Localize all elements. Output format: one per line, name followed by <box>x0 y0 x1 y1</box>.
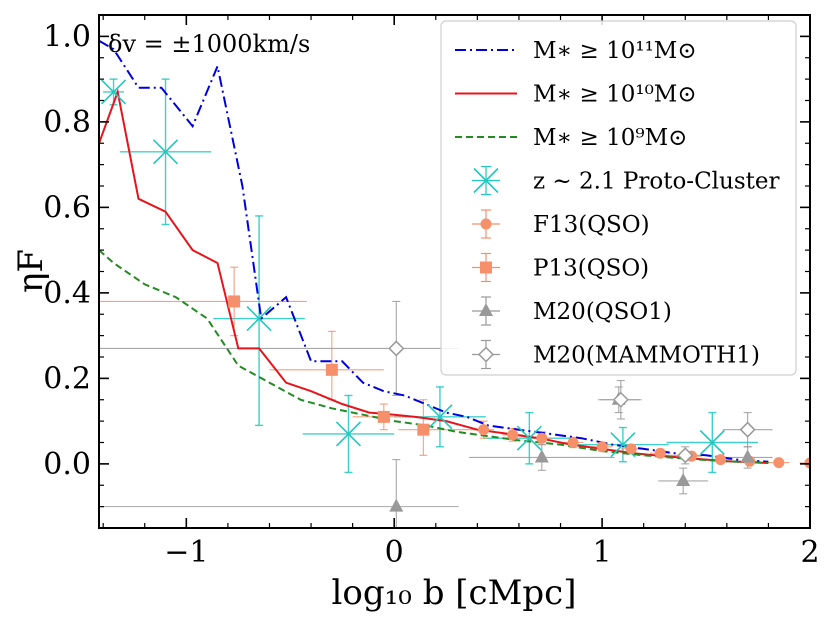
data-point <box>612 391 629 408</box>
data-point <box>739 421 756 438</box>
x-tick-label: 0 <box>385 535 404 570</box>
data-point <box>152 139 179 165</box>
velocity-annotation: δv = ±1000km/s <box>108 30 310 58</box>
data-point <box>516 425 542 451</box>
data-point <box>325 363 338 376</box>
legend-marker <box>480 218 492 230</box>
series-line <box>99 249 769 464</box>
plot-area <box>99 39 810 528</box>
legend-label: P13(QSO) <box>533 256 649 282</box>
data-point <box>654 447 666 459</box>
y-tick-label: 0.6 <box>43 190 91 225</box>
data-point <box>625 443 637 455</box>
legend-label: M∗ ≥ 10⁹M⊙ <box>533 125 687 151</box>
legend-label: z ∼ 2.1 Proto-Cluster <box>533 169 780 195</box>
data-point <box>536 432 548 444</box>
data-point <box>478 424 490 436</box>
data-point <box>427 404 453 430</box>
data-point <box>388 340 405 357</box>
data-point <box>677 447 694 464</box>
legend-box <box>440 20 797 376</box>
data-point <box>377 410 390 423</box>
data-point <box>228 295 241 308</box>
legend-label: F13(QSO) <box>533 212 650 238</box>
legend-label: M20(MAMMOTH1) <box>533 343 760 369</box>
y-tick-label: 0.8 <box>43 105 91 140</box>
data-point <box>534 449 549 463</box>
data-point <box>804 457 810 469</box>
y-tick-label: 0.2 <box>43 361 91 396</box>
x-tick-label: 2 <box>800 535 819 570</box>
legend-marker <box>480 261 492 274</box>
data-point <box>100 79 127 105</box>
x-tick-label: 1 <box>593 535 612 570</box>
axis-ticks <box>99 15 811 528</box>
legend-label: M∗ ≥ 10¹⁰M⊙ <box>533 82 697 108</box>
y-tick-label: 0.4 <box>43 276 91 311</box>
data-point <box>740 449 755 463</box>
legend-marker <box>477 346 495 363</box>
data-markers <box>100 79 810 512</box>
axis-tick-labels: −1 0 1 2 0.0 0.2 0.4 0.6 0.8 1.0 <box>43 19 819 570</box>
legend: M∗ ≥ 10¹¹M⊙ M∗ ≥ 10¹⁰M⊙ M∗ ≥ 10⁹M⊙ z ∼ 2.1 … <box>440 20 797 376</box>
data-point <box>699 429 725 456</box>
data-point <box>676 472 691 486</box>
y-tick-label: 0.0 <box>43 447 91 482</box>
data-point <box>596 441 608 453</box>
y-axis-title: ηF <box>11 249 51 293</box>
data-point <box>715 454 727 466</box>
legend-marker <box>479 303 493 316</box>
data-point <box>246 305 272 332</box>
legend-label: M20(QSO1) <box>533 299 672 325</box>
data-point <box>335 421 362 447</box>
y-tick-label: 1.0 <box>43 19 91 54</box>
data-point <box>417 423 430 436</box>
data-point <box>507 429 519 441</box>
data-point <box>773 457 785 469</box>
x-axis-title: log₁₀ b [cMpc] <box>332 573 577 613</box>
legend-label: M∗ ≥ 10¹¹M⊙ <box>533 38 697 64</box>
data-point <box>567 437 579 448</box>
x-tick-label: −1 <box>164 535 208 570</box>
data-point <box>389 498 404 512</box>
legend-marker <box>473 167 499 194</box>
